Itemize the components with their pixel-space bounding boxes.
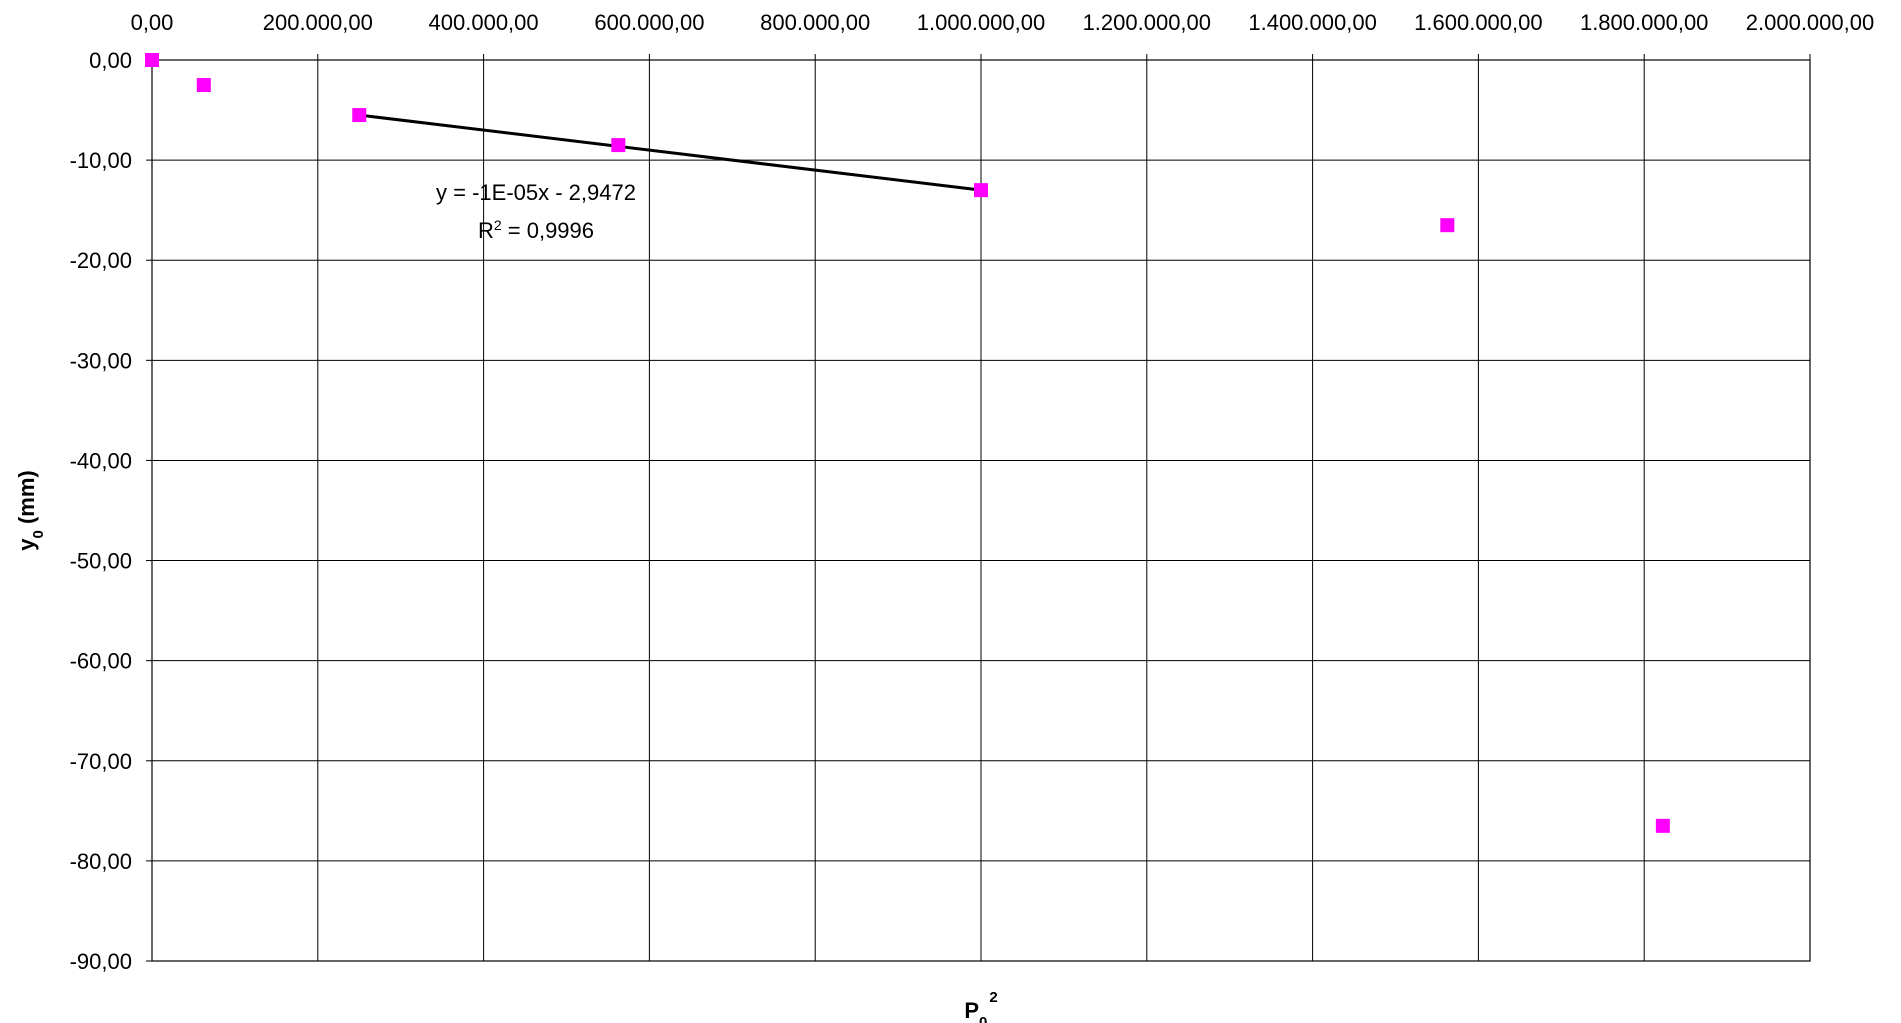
data-point — [1655, 818, 1670, 833]
data-point — [974, 183, 988, 198]
x-axis-title-subscript: 0 — [979, 1014, 987, 1023]
x-tick-label: 600.000,00 — [594, 10, 704, 35]
y-tick-label: -20,00 — [70, 248, 132, 273]
y-axis-title: y0 (mm) — [14, 470, 47, 550]
trendline-equation: y = -1E-05x - 2,9472 — [436, 180, 636, 205]
trendline-r-squared: R2 = 0,9996 — [478, 217, 594, 243]
x-tick-label: 2.000.000,00 — [1746, 10, 1874, 35]
x-tick-label: 1.400.000,00 — [1248, 10, 1376, 35]
data-point — [196, 78, 211, 93]
data-point — [352, 108, 367, 123]
y-axis-title-subscript: 0 — [30, 530, 47, 538]
y-axis-ticks: 0,00 -10,00 -20,00 -30,00 -40,00 -50,00 -60,00… — [70, 48, 152, 974]
y-tick-label: -30,00 — [70, 348, 132, 373]
y-tick-label: -60,00 — [70, 649, 132, 674]
trendline-group — [359, 113, 982, 192]
y-tick-label: -10,00 — [70, 148, 132, 173]
x-tick-label: 400.000,00 — [429, 10, 539, 35]
y-tick-label: -40,00 — [70, 448, 132, 473]
data-point — [1440, 218, 1455, 233]
data-point — [611, 138, 626, 153]
x-axis-title-superscript: 2 — [989, 989, 997, 1006]
r-squared-value: = 0,9996 — [502, 218, 594, 243]
x-tick-label: 200.000,00 — [263, 10, 373, 35]
y-tick-label: -90,00 — [70, 949, 132, 974]
x-tick-label: 1.800.000,00 — [1580, 10, 1708, 35]
x-axis-ticks: 0,00 200.000,00 400.000,00 600.000,00 800.00… — [131, 10, 1874, 60]
x-tick-label: 800.000,00 — [760, 10, 870, 35]
r-squared-letter: R — [478, 218, 494, 243]
x-tick-label: 1.200.000,00 — [1083, 10, 1211, 35]
x-axis-title-main: P — [964, 998, 979, 1023]
x-tick-label: 0,00 — [131, 10, 174, 35]
y-tick-label: 0,00 — [89, 48, 132, 73]
y-tick-label: -50,00 — [70, 549, 132, 574]
trendline — [359, 113, 982, 192]
x-tick-label: 1.600.000,00 — [1414, 10, 1542, 35]
r-squared-superscript: 2 — [494, 217, 502, 233]
y-axis-title-suffix: (mm) — [14, 470, 39, 530]
x-axis-title: P02 — [964, 989, 997, 1023]
y-tick-label: -70,00 — [70, 749, 132, 774]
data-point — [145, 53, 159, 67]
data-points — [145, 53, 1670, 833]
x-tick-label: 1.000.000,00 — [917, 10, 1045, 35]
y-tick-label: -80,00 — [70, 849, 132, 874]
y-axis-title-main: y — [14, 538, 39, 551]
